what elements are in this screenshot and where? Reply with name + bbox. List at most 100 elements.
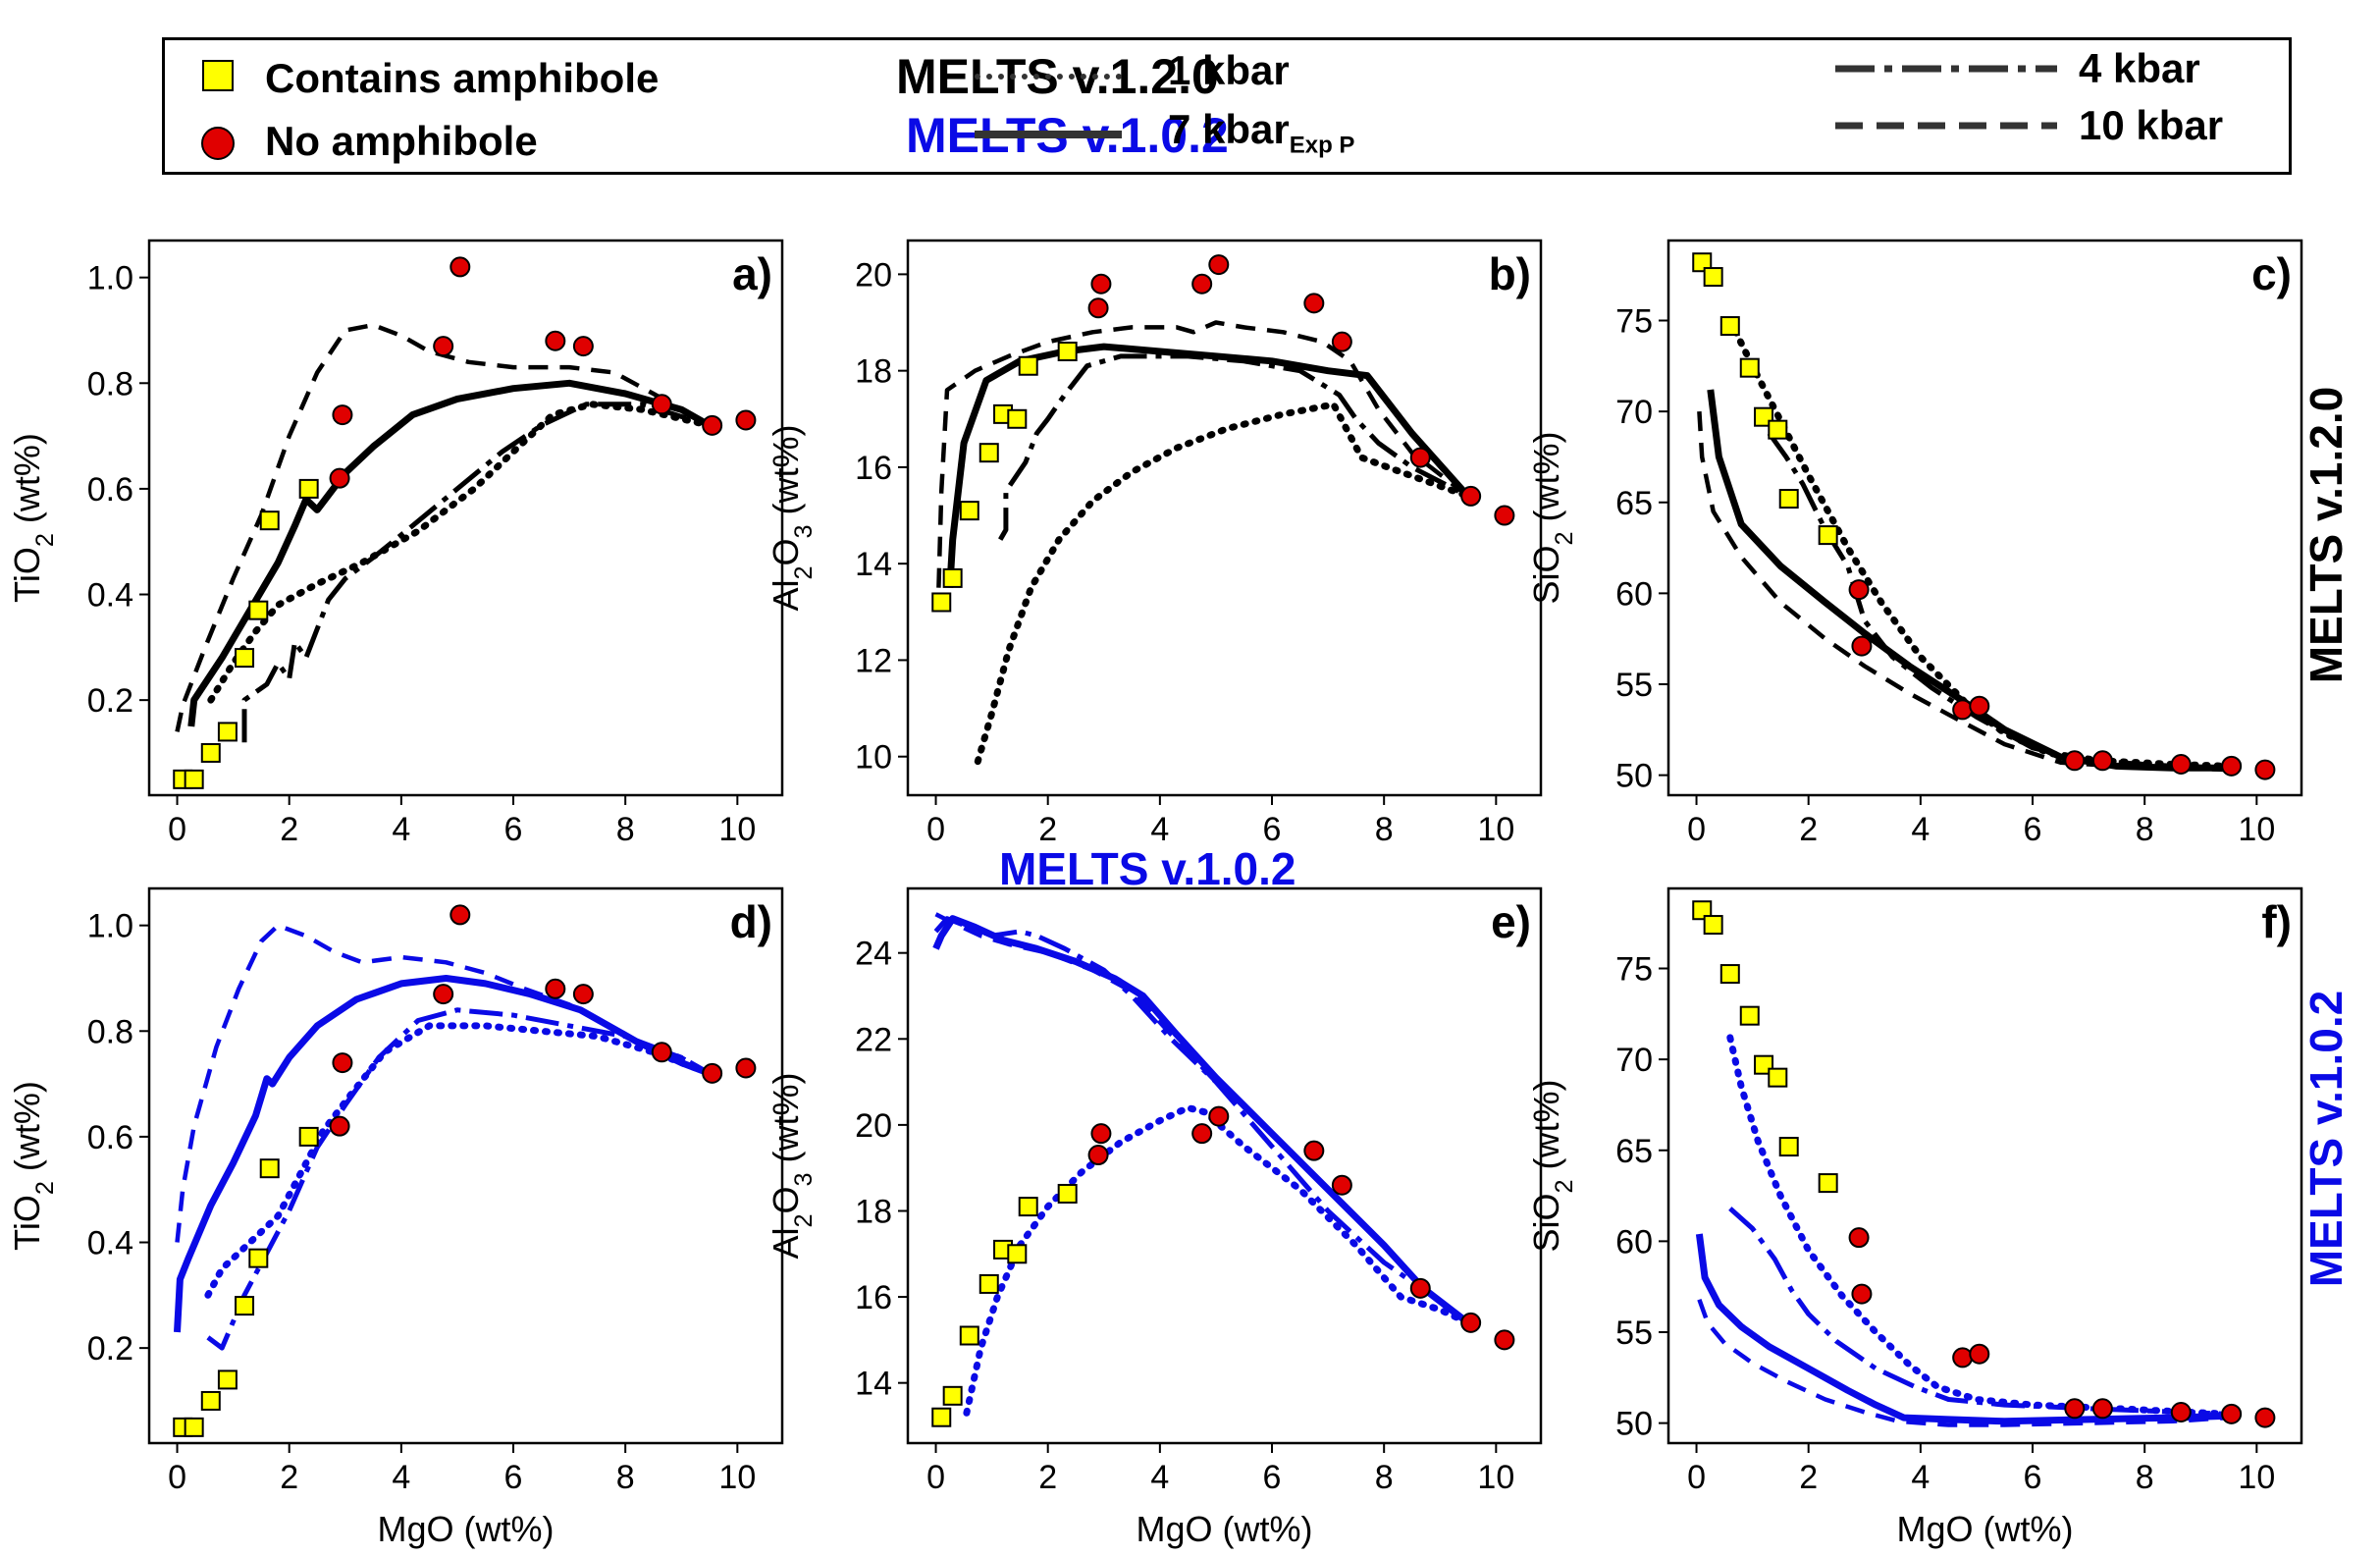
panel-f: 0 2 4 6 8 10 50 55 60 65 70 75 SiO2 (wt%) MgO (wt%) f) bbox=[1526, 886, 2303, 1549]
series-line-4-kbar bbox=[1728, 1207, 2229, 1417]
y-tick-label: 18 bbox=[855, 353, 892, 391]
no-amphibole-point bbox=[2064, 750, 2086, 772]
no-amphibole-point bbox=[1331, 331, 1352, 352]
no-amphibole-point bbox=[1409, 447, 1431, 468]
amphibole-point bbox=[1007, 408, 1028, 429]
y-tick-label: 10 bbox=[855, 739, 892, 777]
legend-7kbar: 7 kbarExp P bbox=[1168, 109, 1354, 157]
y-tick-label: 0.4 bbox=[87, 1225, 133, 1262]
no-amphibole-point bbox=[2221, 1403, 2243, 1424]
series-line-4-kbar bbox=[998, 353, 1469, 541]
no-amphibole-point bbox=[1460, 1312, 1482, 1333]
amphibole-point bbox=[235, 648, 255, 669]
plot-frame bbox=[1666, 239, 2303, 797]
panel-c: 0 2 4 6 8 10 50 55 60 65 70 75 SiO2 (wt%) c) bbox=[1526, 239, 2303, 848]
no-amphibole-point bbox=[1494, 505, 1515, 526]
amphibole-point bbox=[200, 1390, 221, 1411]
no-amphibole-point bbox=[735, 1057, 757, 1079]
panel-label: a) bbox=[732, 248, 772, 299]
y-axis-label: SiO2 (wt%) bbox=[1526, 431, 1578, 604]
y-tick-label: 50 bbox=[1615, 758, 1653, 795]
no-amphibole-point bbox=[2254, 1407, 2276, 1428]
no-amphibole-point bbox=[433, 336, 454, 357]
no-amphibole-point bbox=[433, 984, 454, 1005]
x-tick-label: 4 bbox=[392, 811, 410, 848]
series-line-7-kbar bbox=[1707, 389, 2229, 772]
no-amphibole-point bbox=[1191, 273, 1213, 295]
amphibole-point bbox=[1778, 1137, 1799, 1157]
plot-frame bbox=[906, 886, 1543, 1445]
no-amphibole-point bbox=[1331, 1174, 1352, 1196]
x-tick-label: 0 bbox=[1687, 811, 1706, 848]
no-amphibole-point bbox=[450, 904, 471, 926]
plot-frame bbox=[1666, 886, 2303, 1445]
panel-label: c) bbox=[2251, 248, 2292, 299]
y-axis-label: SiO2 (wt%) bbox=[1526, 1079, 1578, 1252]
no-amphibole-point bbox=[1460, 485, 1482, 507]
x-tick-label: 6 bbox=[504, 1459, 523, 1496]
x-tick-label: 2 bbox=[280, 811, 298, 848]
y-tick-label: 0.6 bbox=[87, 471, 133, 509]
amphibole-point bbox=[184, 1417, 204, 1437]
amphibole-point bbox=[1703, 267, 1723, 288]
x-tick-label: 4 bbox=[1150, 811, 1169, 848]
amphibole-point bbox=[942, 567, 963, 588]
no-amphibole-point bbox=[702, 414, 723, 436]
series-line-1-kbar bbox=[974, 401, 1472, 766]
y-tick-label: 75 bbox=[1615, 303, 1653, 341]
series-line-4-kbar bbox=[1767, 431, 2229, 771]
y-tick-label: 70 bbox=[1615, 1042, 1653, 1079]
legend-1kbar: 1 kbar bbox=[1168, 47, 1290, 93]
y-tick-label: 14 bbox=[855, 546, 892, 583]
model-series bbox=[932, 912, 1472, 1417]
x-tick-label: 10 bbox=[2238, 811, 2275, 848]
amphibole-marker-icon bbox=[202, 60, 234, 91]
panel-label: d) bbox=[730, 896, 772, 947]
y-tick-label: 60 bbox=[1615, 1223, 1653, 1261]
amphibole-point bbox=[959, 501, 979, 521]
x-tick-label: 0 bbox=[926, 1459, 945, 1496]
panel-a: 0 2 4 6 8 10 0.2 0.4 0.6 0.8 1.0 TiO2 (wt%) a) bbox=[7, 239, 784, 848]
x-tick-label: 2 bbox=[280, 1459, 298, 1496]
amphibole-point bbox=[1057, 342, 1078, 361]
series-line-7-kbar bbox=[187, 379, 712, 727]
x-tick-label: 8 bbox=[1375, 811, 1394, 848]
no-amphibole-point bbox=[332, 1052, 353, 1074]
amphibole-point bbox=[931, 592, 952, 613]
no-amphibole-point bbox=[332, 404, 353, 426]
no-amphibole-point bbox=[1848, 579, 1870, 601]
no-amphibole-point bbox=[1090, 1123, 1112, 1145]
no-amphibole-point bbox=[1409, 1277, 1431, 1299]
panel-label: b) bbox=[1489, 248, 1531, 299]
no-amphibole-point bbox=[545, 330, 566, 351]
x-tick-label: 10 bbox=[1477, 811, 1514, 848]
plot-frame bbox=[147, 886, 784, 1445]
middle-version-label: MELTS v.1.0.2 bbox=[999, 843, 1296, 894]
x-tick-label: 6 bbox=[1263, 1459, 1282, 1496]
amphibole-point bbox=[1007, 1244, 1028, 1264]
y-tick-label: 65 bbox=[1615, 485, 1653, 522]
no-amphibole-point bbox=[545, 978, 566, 999]
y-axis-label: TiO2 (wt%) bbox=[7, 433, 59, 603]
model-series bbox=[174, 923, 714, 1351]
amphibole-point bbox=[1778, 489, 1799, 510]
model-series bbox=[175, 322, 714, 743]
x-tick-label: 0 bbox=[168, 1459, 186, 1496]
no-amphibole-point bbox=[329, 467, 350, 489]
no-amphibole-point bbox=[2091, 1398, 2113, 1420]
amphibole-point bbox=[1018, 355, 1038, 376]
y-axis-label: Al2O3 (wt%) bbox=[766, 1072, 818, 1259]
x-tick-label: 0 bbox=[1687, 1459, 1706, 1496]
series-line-10-kbar bbox=[936, 320, 1470, 588]
y-axis-label: TiO2 (wt%) bbox=[7, 1081, 59, 1251]
no-amphibole-point bbox=[702, 1062, 723, 1084]
x-tick-label: 8 bbox=[2136, 811, 2154, 848]
no-amphibole-point bbox=[1208, 254, 1230, 276]
x-tick-label: 10 bbox=[718, 811, 756, 848]
amphibole-point bbox=[248, 1248, 269, 1268]
series-line-7-kbar bbox=[1695, 1233, 2229, 1425]
y-axis-label: Al2O3 (wt%) bbox=[766, 424, 818, 611]
x-tick-label: 4 bbox=[1911, 1459, 1930, 1496]
x-tick-label: 4 bbox=[1150, 1459, 1169, 1496]
